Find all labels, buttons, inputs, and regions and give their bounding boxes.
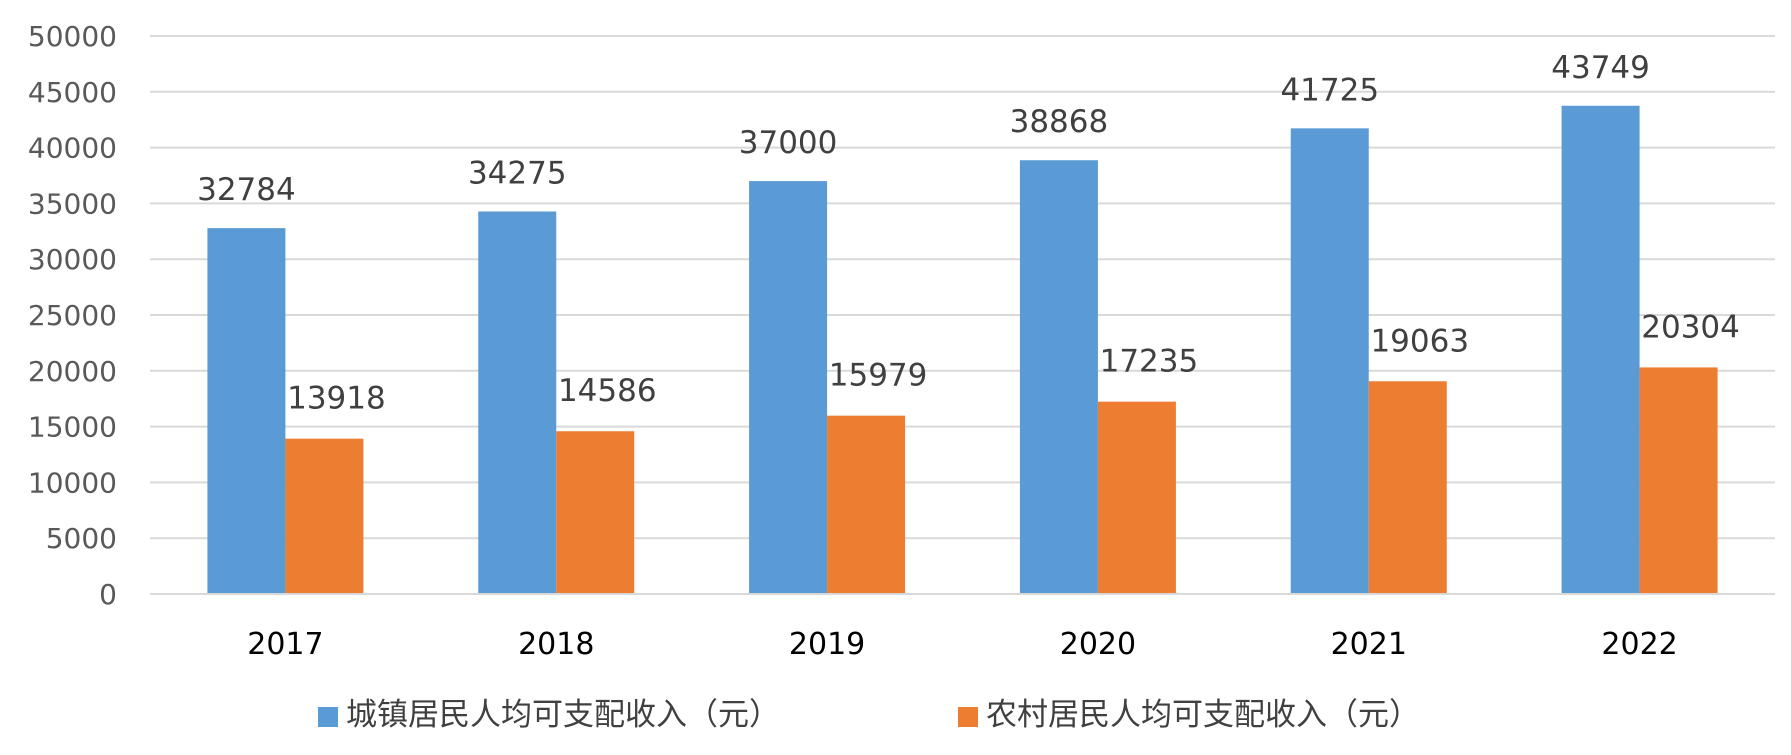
- y-tick-label: 15000: [28, 411, 117, 444]
- bar-rural-2019: [827, 415, 906, 594]
- data-label-urban-2019: 37000: [739, 125, 838, 161]
- x-tick-label: 2019: [789, 627, 865, 662]
- bar-urban-2017: [207, 228, 286, 594]
- y-tick-label: 0: [99, 578, 117, 611]
- bar-urban-2019: [749, 181, 828, 594]
- bar-rural-2017: [285, 438, 364, 594]
- bars: [207, 105, 1718, 594]
- legend: 城镇居民人均可支配收入（元） 农村居民人均可支配收入（元）: [318, 697, 1420, 733]
- y-tick-label: 35000: [28, 187, 117, 220]
- data-label-rural-2022: 20304: [1641, 309, 1740, 345]
- bar-urban-2022: [1561, 105, 1640, 594]
- data-label-urban-2022: 43749: [1551, 50, 1650, 86]
- y-tick-label: 30000: [28, 243, 117, 276]
- data-label-urban-2018: 34275: [468, 155, 567, 191]
- bar-urban-2021: [1290, 128, 1369, 594]
- data-label-urban-2020: 38868: [1010, 104, 1109, 140]
- data-label-rural-2021: 19063: [1370, 323, 1469, 359]
- data-label-rural-2017: 13918: [287, 381, 386, 417]
- x-tick-label: 2018: [518, 627, 594, 662]
- data-labels: 32784 13918 34275 14586 37000 15979 38868 17235…: [197, 50, 1740, 417]
- bar-rural-2022: [1639, 367, 1718, 594]
- data-label-rural-2019: 15979: [829, 358, 928, 394]
- y-tick-label: 45000: [28, 76, 117, 109]
- legend-label-rural: 农村居民人均可支配收入（元）: [986, 697, 1420, 733]
- x-tick-label: 2021: [1331, 627, 1407, 662]
- data-label-urban-2021: 41725: [1280, 72, 1379, 108]
- y-tick-label: 50000: [28, 20, 117, 53]
- bar-rural-2018: [556, 431, 635, 594]
- x-tick-label: 2022: [1601, 627, 1677, 662]
- gridlines: [150, 35, 1775, 540]
- x-tick-label: 2017: [247, 627, 323, 662]
- data-label-rural-2018: 14586: [558, 373, 657, 409]
- bar-rural-2020: [1097, 401, 1176, 594]
- x-tick-label: 2020: [1060, 627, 1136, 662]
- y-tick-label: 5000: [46, 522, 117, 555]
- bar-urban-2018: [478, 211, 557, 594]
- data-label-rural-2020: 17235: [1100, 344, 1199, 380]
- x-axis-tick-labels: 2017 2018 2019 2020 2021 2022: [247, 627, 1678, 662]
- legend-swatch-urban: [318, 707, 338, 727]
- y-tick-label: 20000: [28, 355, 117, 388]
- bar-rural-2021: [1368, 381, 1447, 594]
- y-tick-label: 40000: [28, 132, 117, 165]
- data-label-urban-2017: 32784: [197, 172, 296, 208]
- y-tick-label: 25000: [28, 299, 117, 332]
- legend-swatch-rural: [958, 707, 978, 727]
- y-axis-tick-labels: 0 5000 10000 15000 20000 25000 30000 35000 40000…: [28, 20, 117, 611]
- y-tick-label: 10000: [28, 466, 117, 499]
- legend-label-urban: 城镇居民人均可支配收入（元）: [346, 697, 780, 733]
- bar-urban-2020: [1019, 160, 1098, 594]
